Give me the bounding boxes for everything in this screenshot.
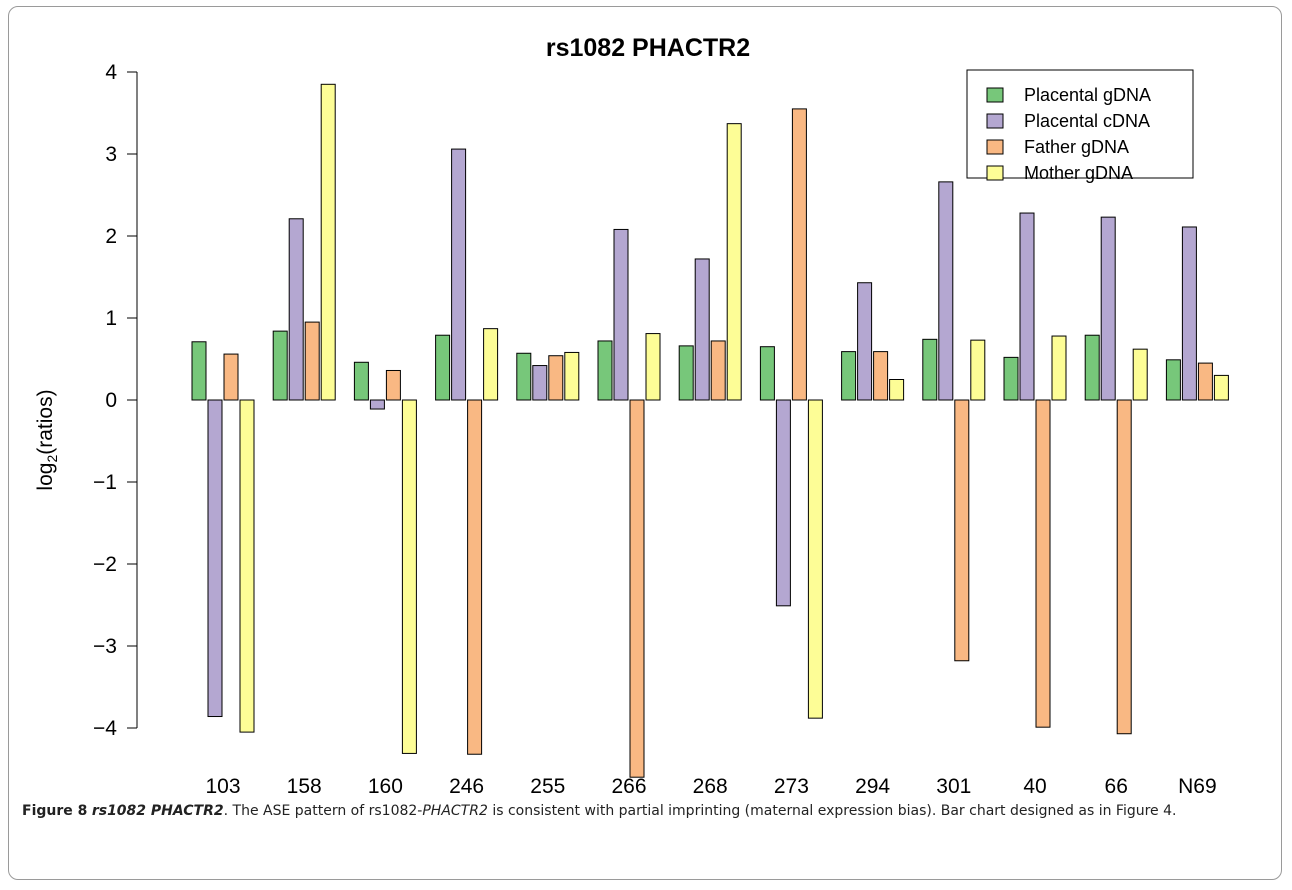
y-axis-label-subscript: 2	[44, 455, 60, 463]
x-tick-label: 255	[530, 775, 565, 798]
y-axis: 4 3 2 1 0 −1 −2 −3 −4	[93, 61, 138, 740]
bar-N69-s0	[1165, 359, 1181, 401]
y-axis-label: log2(ratios)	[34, 389, 60, 490]
bar-66-s3	[1132, 348, 1148, 401]
legend-swatch	[986, 139, 1004, 155]
bar-294-s0	[841, 351, 857, 401]
bar-40-s3	[1051, 335, 1067, 401]
x-tick-label: 103	[205, 775, 240, 798]
bar-160-s0	[353, 361, 369, 401]
bar-255-s3	[564, 351, 580, 401]
bar-chart: rs1082 PHACTR2 log2(ratios) 43210−1−2−3−…	[34, 34, 1229, 798]
bar-66-s1	[1100, 216, 1116, 401]
bar-268-s1	[694, 258, 710, 401]
y-tick-label: 4	[105, 61, 117, 84]
x-tick-label: 268	[693, 775, 728, 798]
bar-160-s3	[401, 399, 417, 754]
bar-40-s0	[1003, 356, 1019, 401]
x-tick-label: 160	[368, 775, 403, 798]
y-tick-label: −3	[93, 635, 117, 658]
y-axis-label-tail: (ratios)	[34, 389, 57, 454]
bar-255-s2	[548, 355, 564, 401]
bar-103-s1	[207, 399, 223, 718]
bar-160-s2	[385, 369, 401, 401]
bar-40-s1	[1019, 212, 1035, 401]
bar-294-s1	[857, 282, 873, 401]
caption-text-after: is consistent with partial imprinting (m…	[487, 803, 1177, 819]
legend-label: Father gDNA	[1024, 137, 1129, 157]
x-tick-label: 40	[1023, 775, 1046, 798]
bar-N69-s1	[1181, 226, 1197, 401]
y-tick-label: 1	[105, 307, 117, 330]
x-tick-label: 246	[449, 775, 484, 798]
bar-40-s2	[1035, 399, 1051, 728]
bar-273-s3	[807, 399, 823, 719]
bar-273-s1	[775, 399, 791, 607]
bar-246-s2	[467, 399, 483, 755]
y-tick-label: −1	[93, 471, 117, 494]
bar-273-s0	[759, 346, 775, 401]
bar-103-s3	[239, 399, 255, 733]
bar-294-s2	[873, 351, 889, 401]
bar-246-s1	[451, 148, 467, 401]
bar-66-s0	[1084, 334, 1100, 401]
legend: Placental gDNA Placental cDNA Father gDNA M…	[966, 69, 1194, 183]
caption-gene-label: rs1082 PHACTR2	[91, 803, 224, 819]
bar-266-s0	[597, 340, 613, 401]
x-tick-label: 266	[611, 775, 646, 798]
caption-label: Figure 8	[22, 803, 88, 819]
bar-268-s2	[710, 340, 726, 401]
bar-N69-s3	[1213, 374, 1229, 401]
legend-label: Mother gDNA	[1024, 163, 1133, 183]
bar-158-s0	[272, 330, 288, 401]
bar-103-s2	[223, 353, 239, 401]
bar-layer	[191, 83, 1229, 778]
x-tick-label: 294	[855, 775, 890, 798]
y-tick-label: −4	[93, 717, 117, 740]
bar-266-s1	[613, 228, 629, 401]
bar-N69-s2	[1197, 362, 1213, 401]
bar-273-s2	[791, 108, 807, 401]
bar-160-s1	[369, 399, 385, 410]
bar-301-s3	[970, 339, 986, 401]
caption-text-before: . The ASE pattern of rs1082-	[223, 803, 423, 819]
bar-266-s2	[629, 399, 645, 778]
legend-label: Placental gDNA	[1024, 85, 1151, 105]
bar-301-s1	[938, 181, 954, 401]
y-tick-label: 2	[105, 225, 117, 248]
legend-box	[966, 69, 1194, 179]
legend-swatch	[986, 165, 1004, 181]
bar-158-s3	[320, 83, 336, 401]
bar-246-s0	[435, 334, 451, 401]
x-tick-label: 158	[287, 775, 322, 798]
bar-255-s1	[532, 365, 548, 401]
y-axis-label-main: log	[34, 463, 57, 491]
bar-266-s3	[645, 333, 661, 401]
caption-gene-inline: PHACTR2	[422, 803, 488, 819]
bar-301-s2	[954, 399, 970, 662]
x-tick-label: 66	[1105, 775, 1128, 798]
y-tick-label: −2	[93, 553, 117, 576]
bar-294-s3	[889, 379, 905, 401]
y-tick-label: 0	[105, 389, 117, 412]
bar-301-s0	[922, 338, 938, 401]
bar-268-s3	[726, 123, 742, 401]
legend-swatch	[986, 113, 1004, 129]
legend-label: Placental cDNA	[1024, 111, 1150, 131]
x-tick-label: 301	[936, 775, 971, 798]
bar-268-s0	[678, 345, 694, 401]
legend-swatch	[986, 87, 1004, 103]
bar-246-s3	[483, 328, 499, 401]
y-tick-label: 3	[105, 143, 117, 166]
x-tick-label: 273	[774, 775, 809, 798]
bar-255-s0	[516, 352, 532, 401]
x-tick-label: N69	[1178, 775, 1217, 798]
bar-66-s2	[1116, 399, 1132, 735]
chart-title: rs1082 PHACTR2	[546, 34, 750, 62]
x-axis-labels: 103 158 160 246 255 266 268 273 294 301 40 66 N69	[205, 775, 1216, 798]
bar-158-s2	[304, 321, 320, 401]
bar-158-s1	[288, 218, 304, 401]
bar-103-s0	[191, 341, 207, 401]
figure-caption: Figure 8 rs1082 PHACTR2. The ASE pattern…	[22, 800, 1277, 823]
